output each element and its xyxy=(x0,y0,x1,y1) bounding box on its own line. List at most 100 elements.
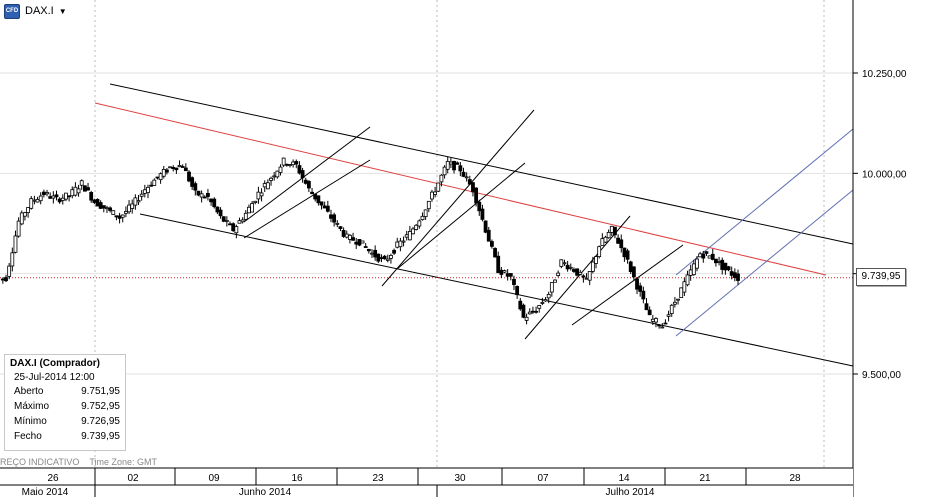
candle-body xyxy=(663,322,668,325)
trend-line xyxy=(396,162,526,270)
candle-body xyxy=(543,299,548,302)
candle-body xyxy=(344,233,349,238)
candle-body xyxy=(190,177,195,187)
candle-body xyxy=(60,197,65,201)
candle-body xyxy=(348,234,352,240)
candle-body xyxy=(613,226,617,236)
candle-body xyxy=(493,248,497,258)
candle-body xyxy=(732,272,737,278)
candle-body xyxy=(130,203,135,209)
candle-body xyxy=(95,198,100,207)
candle-body xyxy=(133,197,138,206)
candle-body xyxy=(45,192,49,195)
candle-body xyxy=(117,215,122,219)
candle-body xyxy=(483,220,488,233)
candle-body xyxy=(306,180,311,189)
candle-body xyxy=(41,191,46,196)
info-value: 9.726,95 xyxy=(81,416,120,427)
info-title: DAX.I (Comprador) xyxy=(10,358,100,369)
candle-body xyxy=(101,205,106,209)
candle-body xyxy=(448,161,453,165)
candle-body xyxy=(499,269,504,275)
candle-body xyxy=(142,189,147,194)
candle-body xyxy=(284,163,289,166)
candle-body xyxy=(322,205,327,209)
candle-body xyxy=(218,209,223,217)
candle-body xyxy=(436,182,441,192)
day-tick-label: 14 xyxy=(618,473,630,484)
candle-body xyxy=(404,234,409,238)
candle-body xyxy=(123,211,128,214)
candle-body xyxy=(568,266,573,269)
candle-body xyxy=(477,201,482,212)
chevron-down-icon[interactable]: ▼ xyxy=(58,6,67,16)
candle-body xyxy=(240,219,245,223)
candle-body xyxy=(379,257,384,259)
candle-body xyxy=(196,190,201,196)
candle-body xyxy=(398,240,403,248)
candle-body xyxy=(685,274,690,286)
candle-body xyxy=(221,216,226,222)
candle-body xyxy=(455,162,460,165)
candle-body xyxy=(253,200,258,203)
candle-body xyxy=(193,183,198,191)
candle-body xyxy=(452,160,456,171)
day-tick-label: 23 xyxy=(372,473,384,484)
day-tick-label: 26 xyxy=(47,473,59,484)
candle-body xyxy=(594,256,598,264)
candle-body xyxy=(389,255,393,259)
candle-body xyxy=(417,220,422,227)
candle-body xyxy=(329,214,333,219)
candle-body xyxy=(616,237,621,244)
month-label: Junho 2014 xyxy=(239,487,292,497)
trend-lines xyxy=(0,83,854,367)
candle-body xyxy=(262,183,267,188)
candle-body xyxy=(676,298,680,301)
candle-body xyxy=(644,303,649,311)
candle-body xyxy=(272,175,277,178)
candle-body xyxy=(710,253,715,260)
candle-body xyxy=(0,278,5,281)
candle-body xyxy=(471,182,475,193)
candle-body xyxy=(168,166,172,169)
trend-line xyxy=(94,102,827,276)
candle-body xyxy=(256,191,261,200)
candle-body xyxy=(537,305,542,309)
candle-body xyxy=(411,228,415,235)
candle-body xyxy=(546,293,551,299)
candle-body xyxy=(32,199,37,202)
candle-body xyxy=(86,187,90,191)
candle-body xyxy=(426,200,431,210)
candle-body xyxy=(518,300,523,310)
candle-body xyxy=(666,314,671,317)
info-date: 25-Jul-2014 12:00 xyxy=(14,372,95,383)
timezone-text: Time Zone: GMT xyxy=(89,456,158,467)
trend-line xyxy=(524,215,631,340)
candle-body xyxy=(7,265,12,277)
symbol-header[interactable]: CFD DAX.I ▼ xyxy=(0,0,260,22)
candle-body xyxy=(247,206,251,214)
time-axis-bg xyxy=(0,468,853,497)
candle-body xyxy=(297,165,302,174)
trend-line xyxy=(109,83,854,245)
candle-body xyxy=(461,171,466,177)
candle-body xyxy=(73,186,78,196)
candle-body xyxy=(581,275,586,278)
candle-body xyxy=(288,164,292,166)
current-price-label: 9.739,95 xyxy=(856,268,906,286)
candle-body xyxy=(265,182,270,190)
candle-body xyxy=(341,229,346,237)
trend-line xyxy=(571,244,684,326)
candle-body xyxy=(433,191,438,195)
candle-body xyxy=(332,214,337,223)
candle-body xyxy=(234,226,239,234)
candle-body xyxy=(67,195,72,198)
candle-body xyxy=(603,236,608,243)
candle-body xyxy=(650,318,655,322)
price-tick-label: 10.000,00 xyxy=(862,169,907,180)
candle-body xyxy=(13,235,18,253)
candle-body xyxy=(92,199,97,203)
info-value: 9.752,95 xyxy=(81,401,120,412)
candle-body xyxy=(149,184,154,187)
